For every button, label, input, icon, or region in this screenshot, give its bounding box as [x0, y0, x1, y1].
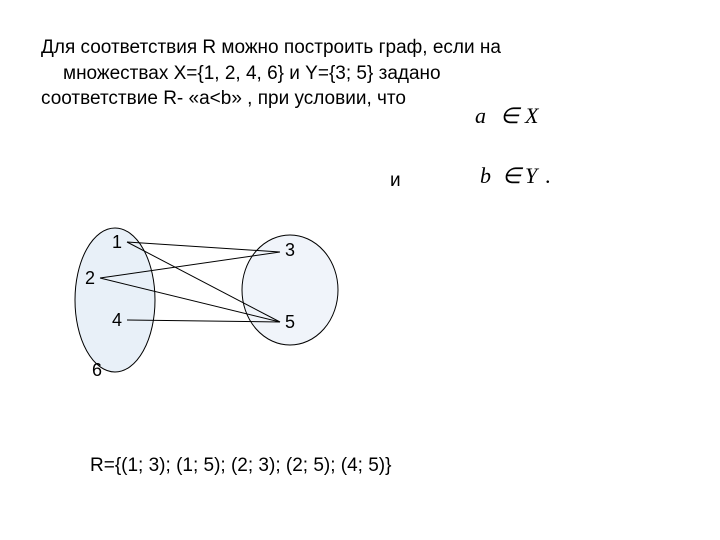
svg-text:5: 5 [285, 312, 295, 332]
formula-in-1: ∈ [500, 103, 519, 129]
svg-text:2: 2 [85, 268, 95, 288]
result-set: R={(1; 3); (1; 5); (2; 3); (2; 5); (4; 5… [90, 455, 391, 477]
svg-text:3: 3 [285, 240, 295, 260]
formula-dot: . [545, 163, 551, 189]
formula-X: X [525, 103, 538, 129]
para-line-1: Для соответствия R можно построить граф,… [41, 35, 681, 61]
diagram-svg: 12 4 6 3 5 [55, 220, 375, 420]
para-line-3: соответствие R- «a<b» , при условии, что [41, 86, 681, 112]
svg-text:6: 6 [92, 360, 102, 380]
svg-text:1: 1 [112, 232, 122, 252]
formula-b: b [480, 163, 491, 189]
correspondence-diagram: 12 4 6 3 5 [55, 220, 375, 420]
conjunction: и [390, 170, 401, 192]
formula-in-2: ∈ [502, 163, 521, 189]
formula-a: a [475, 103, 486, 129]
intro-paragraph: Для соответствия R можно построить граф,… [41, 35, 681, 112]
para-line-2: множествах X={1, 2, 4, 6} и Y={3; 5} зад… [41, 61, 681, 87]
formula-Y: Y [525, 163, 537, 189]
svg-text:4: 4 [112, 310, 122, 330]
